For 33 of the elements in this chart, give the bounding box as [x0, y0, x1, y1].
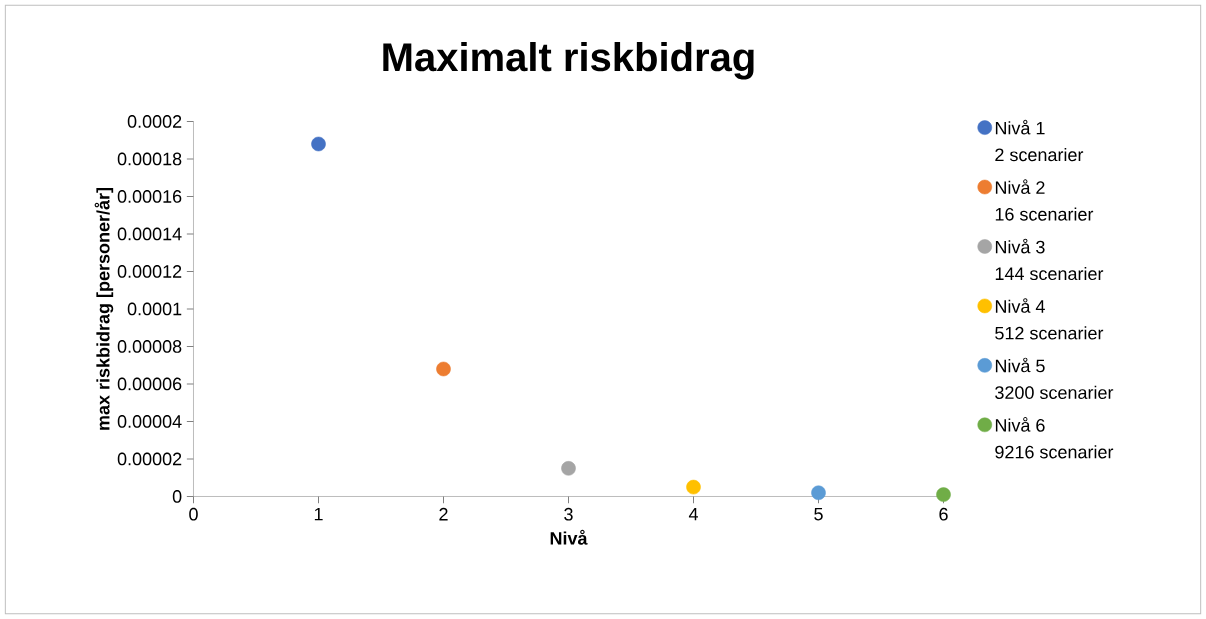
y-tick-label: 0.00014 — [117, 227, 182, 241]
chart-title: Maximalt riskbidrag — [383, 41, 754, 80]
x-tick-label: 2 — [439, 507, 448, 521]
y-tick-label: 0.00006 — [117, 377, 182, 391]
legend-label: Nivå 4 512 scenarier — [995, 298, 1104, 340]
y-tick-label: 0.00008 — [117, 340, 182, 353]
legend-label: Nivå 5 3200 scenarier — [995, 357, 1114, 399]
legend-label: Nivå 3 144 scenarier — [995, 238, 1104, 281]
y-tick-label: 0.00018 — [117, 152, 182, 166]
legend-label: Nivå 6 9216 scenarier — [995, 417, 1114, 459]
x-tick-label: 5 — [814, 507, 823, 521]
x-tick-label: 0 — [189, 507, 198, 521]
y-tick-label: 0.00016 — [117, 190, 182, 203]
point — [561, 461, 576, 476]
y-tick-label: 0.00004 — [117, 415, 182, 428]
point — [436, 361, 451, 377]
point — [686, 479, 701, 495]
y-tick-label: 0.00002 — [117, 452, 182, 466]
point — [311, 136, 326, 152]
point — [811, 485, 826, 501]
legend-label: Nivå 1 2 scenarier — [995, 119, 1084, 162]
x-axis-title: Nivå — [550, 529, 588, 545]
x-tick-label: 1 — [314, 507, 323, 521]
y-tick-label: 0.0002 — [127, 115, 182, 128]
x-tick-label: 4 — [688, 507, 698, 521]
point — [936, 487, 951, 502]
y-tick-label: 0.00012 — [117, 265, 182, 278]
y-axis-title: max riskbidrag [personer/år] — [94, 188, 114, 430]
x-tick-label: 6 — [939, 507, 948, 521]
y-tick-label: 0.0001 — [127, 302, 182, 316]
x-tick-label: 3 — [564, 507, 573, 521]
y-tick-label: 0 — [172, 490, 182, 503]
legend-label: Nivå 2 16 scenarier — [995, 179, 1094, 221]
